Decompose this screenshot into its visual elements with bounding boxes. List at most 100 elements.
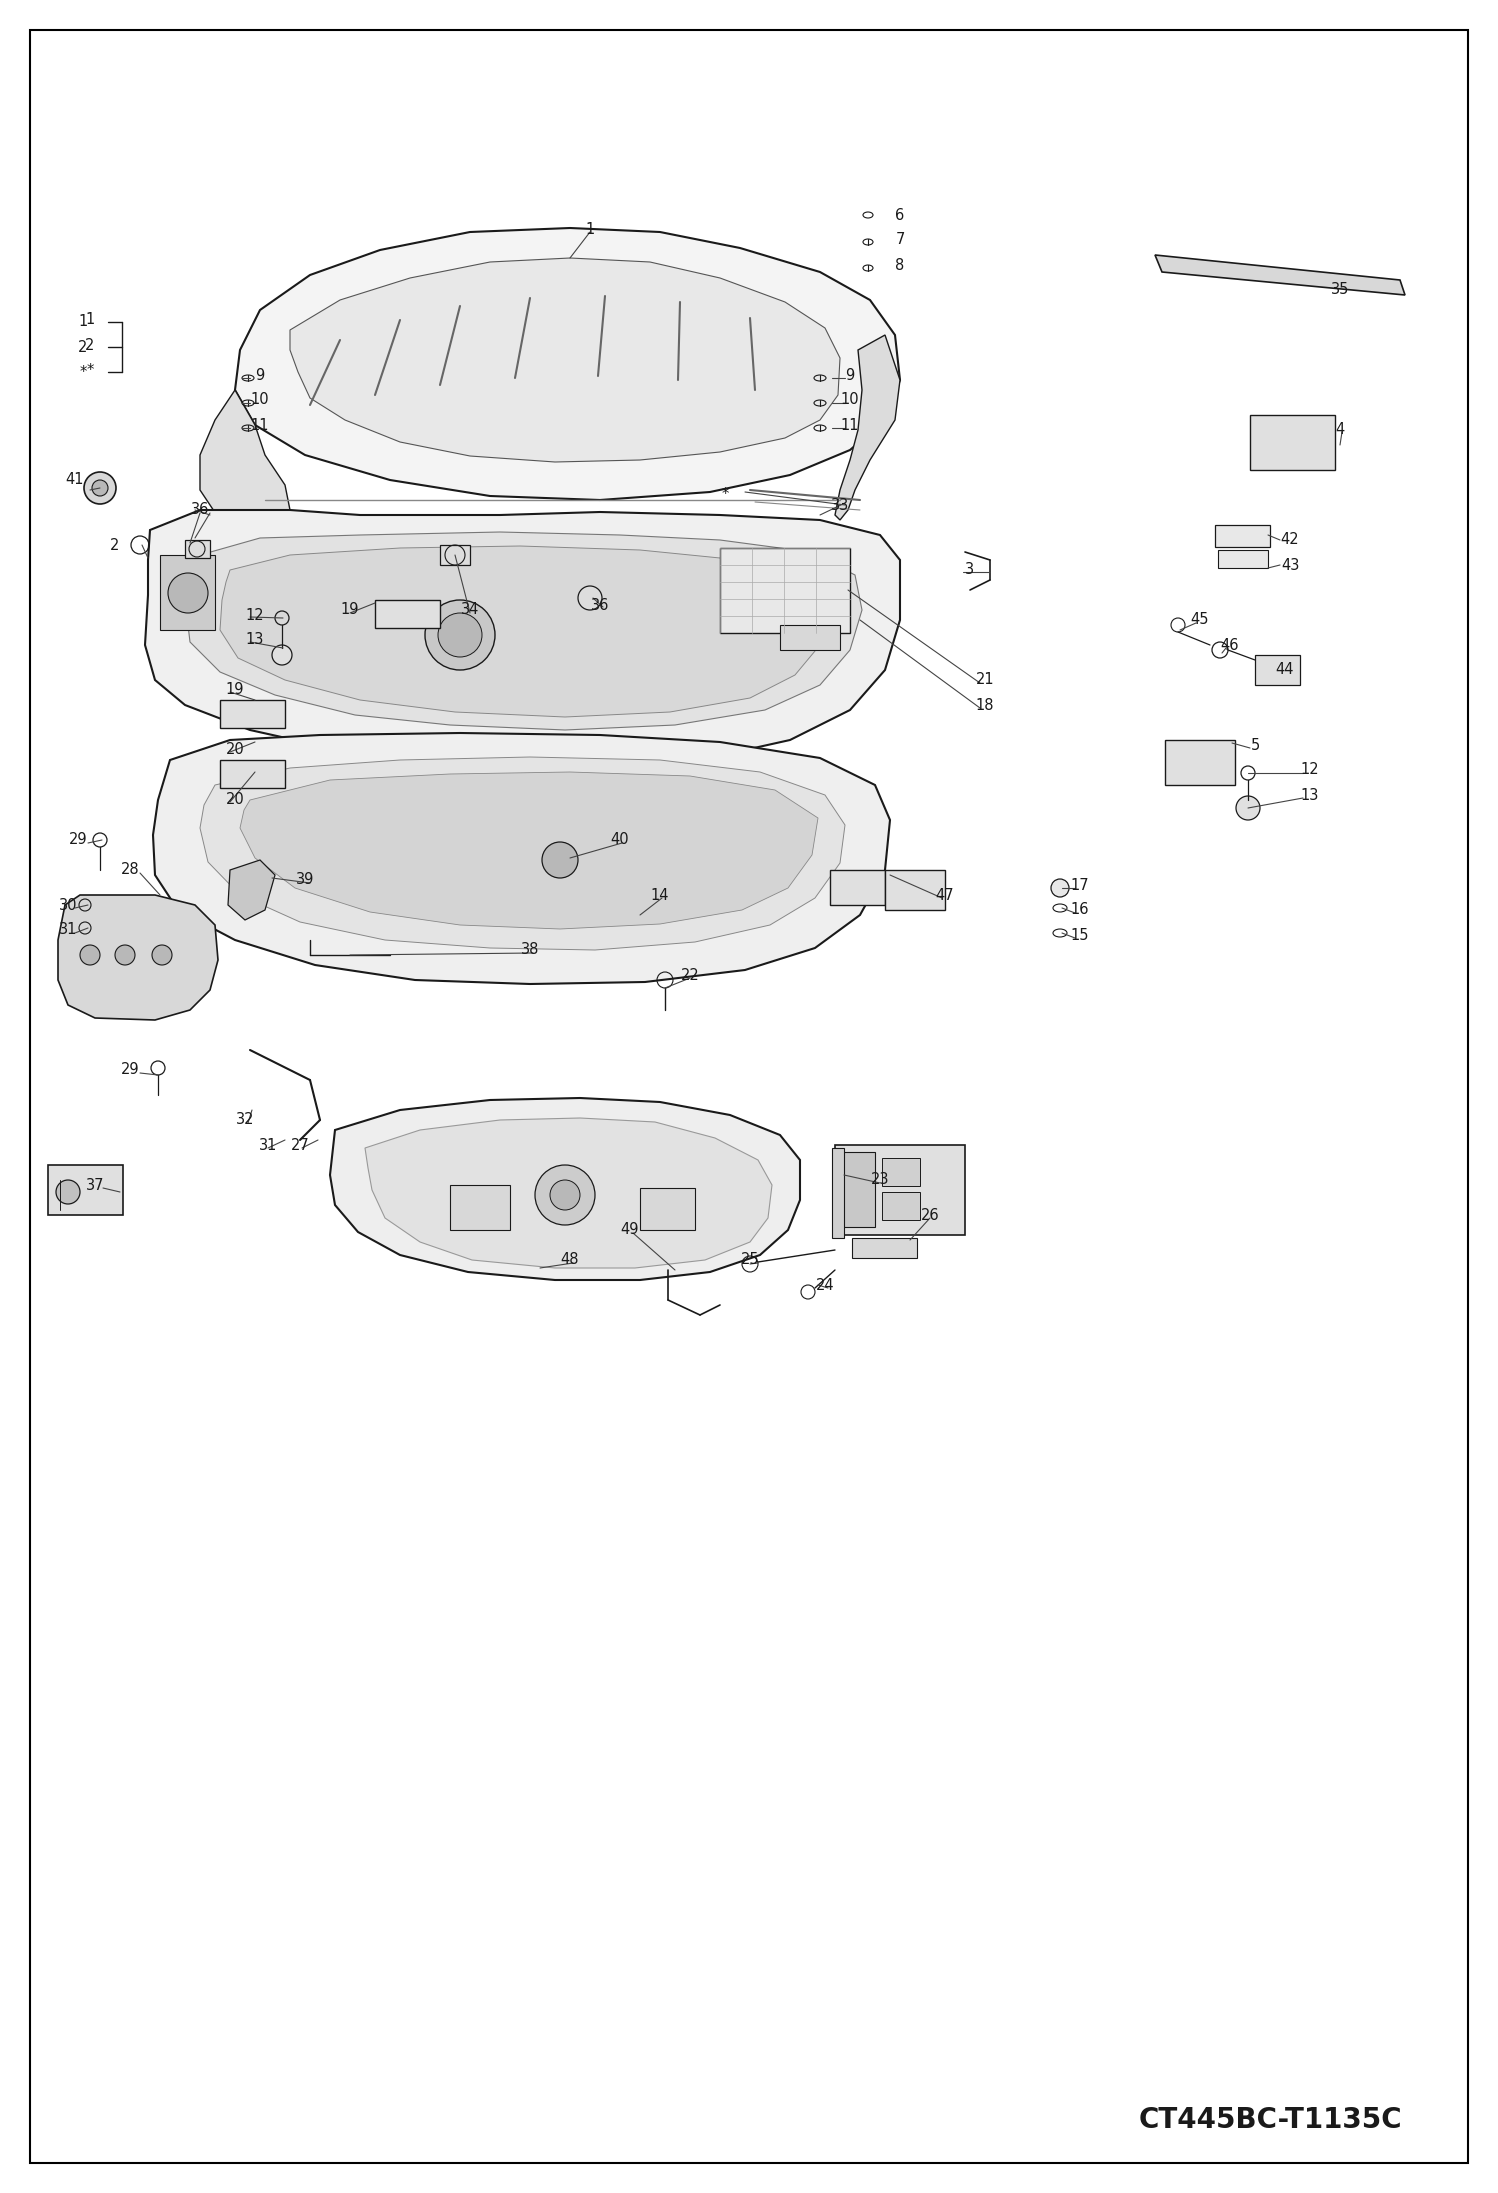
Text: 12: 12 [1300,763,1320,779]
Polygon shape [145,511,900,768]
Text: 19: 19 [226,682,244,697]
Polygon shape [240,772,818,930]
Text: 44: 44 [1276,662,1294,678]
Polygon shape [291,259,840,463]
Polygon shape [186,533,861,730]
Bar [840,1151,875,1228]
Text: 9: 9 [845,368,855,382]
Bar [721,548,849,634]
Text: 12: 12 [246,607,264,623]
Text: 2: 2 [85,338,94,353]
Text: 23: 23 [870,1173,890,1186]
Text: 20: 20 [226,743,244,757]
Text: 37: 37 [85,1178,105,1193]
Bar [1249,414,1335,469]
Bar [184,539,210,557]
Circle shape [437,614,482,658]
Polygon shape [330,1099,800,1281]
Bar [852,1239,917,1259]
Bar [1218,550,1267,568]
Circle shape [84,471,115,504]
Text: 42: 42 [1281,533,1299,548]
Text: 16: 16 [1071,904,1089,917]
Bar [885,871,945,910]
Text: 30: 30 [58,897,78,912]
Text: 1: 1 [78,314,87,329]
Polygon shape [366,1118,771,1268]
Circle shape [91,480,108,496]
Circle shape [151,945,172,965]
Bar [780,625,840,649]
Circle shape [55,1180,79,1204]
Text: 19: 19 [340,603,360,618]
Text: 40: 40 [611,833,629,846]
Bar [830,871,885,906]
Polygon shape [220,546,825,717]
Polygon shape [201,757,845,950]
Bar [1215,524,1270,546]
Circle shape [273,645,292,664]
Bar [640,1189,695,1230]
Text: 39: 39 [295,873,315,888]
Text: 17: 17 [1071,877,1089,893]
Circle shape [1052,879,1070,897]
Circle shape [550,1180,580,1211]
Text: 26: 26 [921,1208,939,1222]
Text: 10: 10 [840,393,860,408]
Text: CT445BC-T1135C: CT445BC-T1135C [1138,2105,1402,2134]
Text: 9: 9 [255,368,265,382]
Text: 15: 15 [1071,928,1089,943]
Bar [374,601,440,627]
Text: 2: 2 [78,340,88,355]
Polygon shape [1155,254,1405,296]
Text: 21: 21 [975,673,995,686]
Polygon shape [228,860,276,921]
Circle shape [535,1164,595,1226]
Text: 10: 10 [250,393,270,408]
Text: 25: 25 [740,1252,759,1268]
Text: 11: 11 [250,417,270,432]
Polygon shape [201,390,291,535]
Bar [834,1145,965,1235]
Text: *: * [87,362,94,377]
Text: 29: 29 [69,833,87,846]
Bar [831,1147,843,1239]
Bar [449,1184,509,1230]
Bar [220,761,285,787]
Circle shape [115,945,135,965]
Text: 33: 33 [831,498,849,513]
Circle shape [79,945,100,965]
Text: 4: 4 [1335,423,1345,436]
Text: 3: 3 [965,561,975,577]
Polygon shape [235,228,900,500]
Text: 22: 22 [680,967,700,982]
Text: 47: 47 [936,888,954,904]
Circle shape [1236,796,1260,820]
Text: 1: 1 [586,221,595,237]
Text: 14: 14 [650,888,670,904]
Text: 45: 45 [1191,612,1209,627]
Text: 5: 5 [1251,737,1260,752]
Text: 35: 35 [1330,283,1350,298]
Bar [160,555,216,629]
Text: 31: 31 [259,1138,277,1154]
Text: 34: 34 [461,603,479,618]
Text: 13: 13 [1300,787,1320,803]
Text: 49: 49 [620,1222,640,1237]
Text: 8: 8 [896,257,905,272]
Bar [882,1193,920,1219]
Circle shape [168,572,208,614]
Text: 27: 27 [291,1138,310,1154]
Bar [882,1158,920,1186]
Bar [440,546,470,566]
Text: 48: 48 [560,1252,580,1268]
Text: 43: 43 [1281,557,1299,572]
Polygon shape [58,895,219,1020]
Bar [1165,739,1234,785]
Text: 32: 32 [235,1112,255,1127]
Text: 46: 46 [1221,638,1239,654]
Bar [1255,656,1300,684]
Text: 18: 18 [975,697,995,713]
Text: 11: 11 [840,417,860,432]
Text: 6: 6 [896,208,905,221]
